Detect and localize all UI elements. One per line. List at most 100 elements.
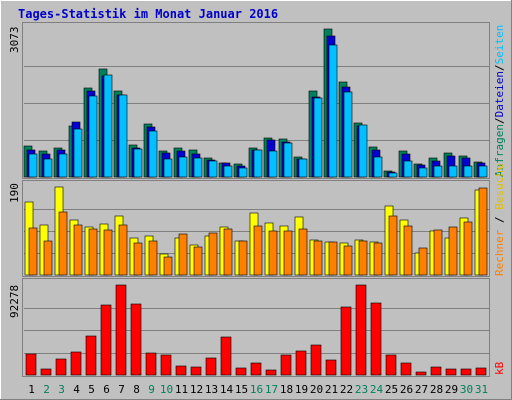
bar-seiten-day-31 — [478, 165, 488, 178]
legend-besuche: Besuche — [493, 163, 506, 209]
bar-kb-day-20 — [310, 344, 322, 376]
legend-seiten: Seiten — [493, 25, 506, 65]
legend-bottom: kB — [493, 361, 506, 375]
bar-kb-day-31 — [475, 367, 487, 376]
bar-kb-day-12 — [190, 366, 202, 376]
bar-rechner-day-13 — [208, 232, 218, 276]
day-label-24: 24 — [370, 383, 384, 396]
bar-rechner-day-19 — [298, 228, 308, 276]
bar-seiten-day-8 — [133, 148, 143, 178]
bar-seiten-day-23 — [358, 124, 368, 178]
bar-kb-day-10 — [160, 354, 172, 376]
bar-seiten-day-19 — [298, 158, 308, 178]
chart-title: Tages-Statistik im Monat Januar 2016 — [18, 7, 278, 21]
bar-seiten-day-18 — [283, 142, 293, 178]
bar-rechner-day-17 — [268, 230, 278, 276]
day-label-23: 23 — [355, 383, 368, 396]
day-label-29: 29 — [445, 383, 458, 396]
day-label-1: 1 — [28, 383, 35, 396]
bar-seiten-day-30 — [463, 165, 473, 178]
bar-rechner-day-6 — [103, 229, 113, 276]
day-label-16: 16 — [250, 383, 263, 396]
bar-kb-day-14 — [220, 336, 232, 376]
bar-rechner-day-24 — [373, 242, 383, 276]
day-label-26: 26 — [400, 383, 413, 396]
bar-rechner-day-27 — [418, 247, 428, 276]
bar-rechner-day-25 — [388, 215, 398, 276]
bar-kb-day-8 — [130, 303, 142, 376]
bar-kb-day-26 — [400, 362, 412, 376]
panel-bottom-ymax-label: 92278 — [8, 285, 21, 318]
day-label-2: 2 — [43, 383, 50, 396]
panel-middle-ymax-label: 190 — [8, 183, 21, 203]
bar-kb-day-1 — [25, 353, 37, 376]
bar-kb-day-6 — [100, 304, 112, 376]
bar-seiten-day-6 — [103, 74, 113, 178]
day-labels: 1 2 3 4 5 6 7 8 9 10 11 12 13 14 15 16 17 18 19 20 21 22 23 24 2… — [28, 383, 488, 396]
bars-layer — [23, 28, 489, 376]
bar-rechner-day-16 — [253, 225, 263, 276]
day-label-27: 27 — [415, 383, 428, 396]
bar-rechner-day-21 — [328, 241, 338, 276]
bar-rechner-day-10 — [163, 256, 173, 276]
bar-seiten-day-15 — [238, 167, 248, 178]
bar-rechner-day-15 — [238, 240, 248, 276]
day-label-17: 17 — [265, 383, 278, 396]
bar-seiten-day-21 — [328, 44, 338, 178]
bar-rechner-day-3 — [58, 211, 68, 276]
legend-sep-2: / — [493, 64, 506, 71]
day-label-10: 10 — [160, 383, 173, 396]
bar-seiten-day-4 — [73, 128, 83, 178]
bar-seiten-day-3 — [58, 153, 68, 178]
bar-seiten-day-10 — [163, 158, 173, 178]
bar-rechner-day-5 — [88, 228, 98, 276]
bar-kb-day-15 — [235, 367, 247, 376]
bar-kb-day-7 — [115, 284, 127, 376]
bar-seiten-day-14 — [223, 165, 233, 178]
bar-kb-day-5 — [85, 335, 97, 376]
bar-kb-day-3 — [55, 358, 67, 376]
bar-kb-day-27 — [415, 371, 427, 376]
day-label-30: 30 — [460, 383, 473, 396]
bar-kb-day-22 — [340, 306, 352, 376]
bar-rechner-day-23 — [358, 240, 368, 276]
legend-dateien: Dateien — [493, 71, 506, 117]
day-label-18: 18 — [280, 383, 293, 396]
bar-rechner-day-14 — [223, 228, 233, 276]
panel-middle-frame — [22, 180, 490, 277]
legend-rechner: Rechner — [493, 229, 506, 276]
bar-kb-day-25 — [385, 354, 397, 376]
bar-seiten-day-7 — [118, 94, 128, 178]
bar-seiten-day-26 — [403, 160, 413, 178]
bar-rechner-day-1 — [28, 227, 38, 276]
panel-top-frame — [22, 22, 490, 179]
bar-rechner-day-11 — [178, 233, 188, 276]
bar-seiten-day-16 — [253, 149, 263, 178]
day-label-21: 21 — [325, 383, 338, 396]
bar-seiten-day-11 — [178, 156, 188, 178]
bar-kb-day-18 — [280, 354, 292, 376]
bar-kb-day-9 — [145, 352, 157, 376]
bar-seiten-day-5 — [88, 95, 98, 178]
bar-kb-day-29 — [445, 368, 457, 376]
bar-seiten-day-9 — [148, 130, 158, 178]
day-label-5: 5 — [88, 383, 95, 396]
bar-kb-day-24 — [370, 302, 382, 376]
bar-rechner-day-30 — [463, 221, 473, 276]
bar-rechner-day-9 — [148, 240, 158, 276]
bar-rechner-day-20 — [313, 240, 323, 276]
day-label-14: 14 — [220, 383, 234, 396]
panel-top-ymax-label: 3073 — [8, 27, 21, 54]
bar-rechner-day-12 — [193, 246, 203, 276]
bar-seiten-day-13 — [208, 160, 218, 178]
bar-kb-day-11 — [175, 365, 187, 376]
bar-rechner-day-26 — [403, 225, 413, 276]
day-label-19: 19 — [295, 383, 308, 396]
legend-top: Anfragen/Dateien/Seiten — [493, 25, 506, 177]
bar-kb-day-4 — [70, 351, 82, 376]
panel-bottom-frame — [22, 278, 490, 377]
bar-kb-day-30 — [460, 368, 472, 376]
bar-rechner-day-8 — [133, 242, 143, 276]
